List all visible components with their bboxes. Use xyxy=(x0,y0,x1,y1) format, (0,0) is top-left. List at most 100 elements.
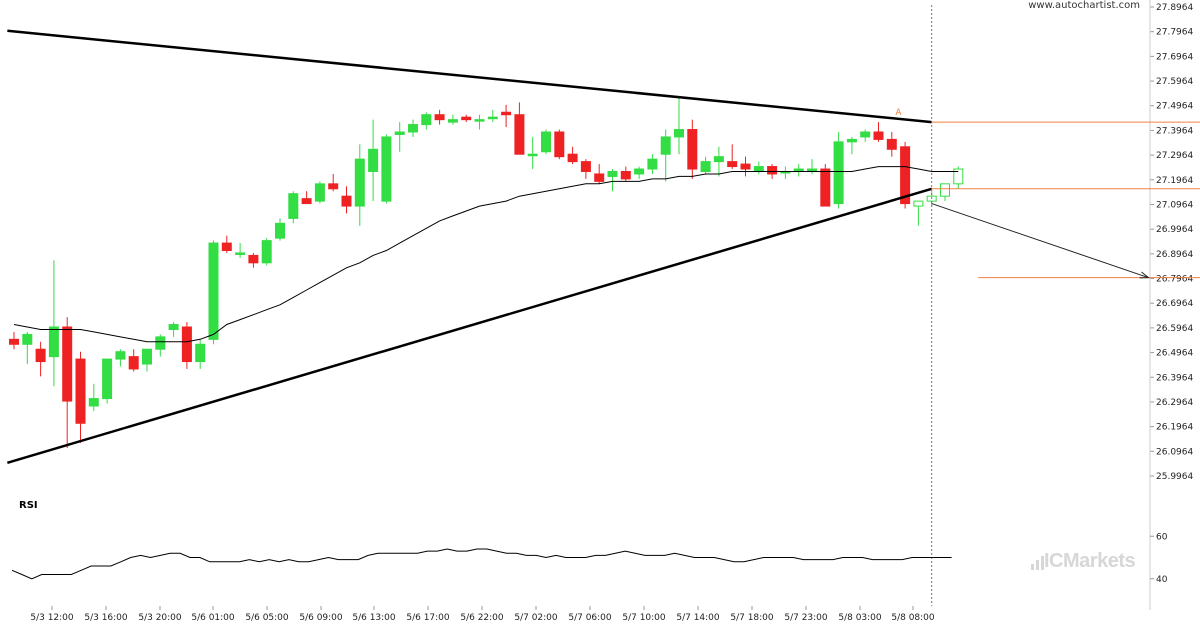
y-tick-label: 26.1964 xyxy=(1156,423,1193,433)
y-tick-label: 26.6964 xyxy=(1156,299,1193,309)
candle-body xyxy=(461,116,472,121)
pattern-marker-label: A xyxy=(895,108,902,118)
candle-body xyxy=(567,153,578,163)
x-tick-label: 5/6 05:00 xyxy=(245,613,289,623)
candle-body xyxy=(62,326,73,402)
y-tick-label: 25.9964 xyxy=(1156,472,1193,482)
rsi-label: RSI xyxy=(19,500,38,511)
x-tick-label: 5/6 01:00 xyxy=(191,613,235,623)
candle-body xyxy=(674,129,684,138)
candle-body xyxy=(660,136,671,155)
y-tick-label: 27.4964 xyxy=(1156,102,1193,112)
candle-body xyxy=(620,170,631,180)
x-tick-label: 5/7 06:00 xyxy=(568,613,612,623)
candle-body xyxy=(820,168,831,207)
pattern-overlay: A xyxy=(6,5,1200,606)
candle-body xyxy=(434,114,445,121)
candle-body xyxy=(381,136,392,202)
candle-body xyxy=(128,356,139,370)
candle-body xyxy=(221,242,232,251)
candle-body xyxy=(487,116,498,120)
y-tick-label: 27.0964 xyxy=(1156,200,1193,210)
rsi-panel: 60 40 xyxy=(11,532,1168,585)
y-axis-tick-labels: 27.8964 27.7964 27.6964 27.5964 27.4964 27.39… xyxy=(1156,3,1193,482)
candlestick-series xyxy=(9,97,964,448)
x-axis-tick-labels: 5/3 12:00 5/3 16:00 5/3 20:00 5/6 01:00 5/6 … xyxy=(30,613,935,623)
candle-body xyxy=(594,173,605,182)
x-tick-label: 5/6 13:00 xyxy=(352,613,396,623)
candle-body xyxy=(501,111,512,116)
candle-body xyxy=(447,119,458,123)
candle-body xyxy=(580,161,591,172)
x-tick-label: 5/3 20:00 xyxy=(138,613,182,623)
y-tick-label: 27.6964 xyxy=(1156,52,1193,62)
candle-body xyxy=(833,141,844,205)
candle-body xyxy=(22,333,33,345)
y-tick-label: 26.2964 xyxy=(1156,398,1193,408)
x-tick-label: 5/7 02:00 xyxy=(514,613,558,623)
candle-body xyxy=(700,161,711,172)
candle-body xyxy=(48,326,59,358)
candle-body xyxy=(634,168,645,175)
chart-axes xyxy=(51,0,1154,610)
x-tick-label: 5/3 16:00 xyxy=(84,613,128,623)
y-tick-label: 27.1964 xyxy=(1156,176,1193,186)
candle-body xyxy=(527,153,538,157)
brand-logo-icon xyxy=(1031,556,1044,570)
candle-body xyxy=(607,170,618,177)
candle-body xyxy=(408,124,418,133)
candle-body xyxy=(687,129,698,170)
candle-body xyxy=(155,336,166,350)
candle-body xyxy=(421,114,432,126)
brand-logo-text: ICMarkets xyxy=(1044,550,1136,572)
y-tick-label: 26.4964 xyxy=(1156,349,1193,359)
candle-body xyxy=(474,119,485,122)
y-tick-label: 27.3964 xyxy=(1156,126,1193,136)
candle-body xyxy=(514,114,525,155)
rsi-line xyxy=(11,548,952,580)
candle-body xyxy=(9,338,19,345)
candle-body xyxy=(541,131,551,153)
y-tick-label: 26.5964 xyxy=(1156,324,1193,334)
y-tick-label: 26.9964 xyxy=(1156,225,1193,235)
candle-body xyxy=(35,348,46,363)
candle-body xyxy=(846,138,857,143)
candle-body xyxy=(115,351,126,360)
y-tick-label: 27.8964 xyxy=(1156,3,1193,13)
rsi-tick-label: 60 xyxy=(1156,532,1168,542)
x-tick-label: 5/3 12:00 xyxy=(30,613,74,623)
forecast-arrow-head xyxy=(1139,271,1150,279)
candle-body xyxy=(767,166,778,175)
candle-body xyxy=(248,254,259,264)
candle-body xyxy=(727,161,738,168)
candle-body xyxy=(328,183,339,190)
candle-body xyxy=(886,138,897,150)
y-tick-label: 26.0964 xyxy=(1156,447,1193,457)
candle-body xyxy=(102,358,113,400)
candle-body xyxy=(368,148,379,172)
moving-average-line xyxy=(13,166,959,343)
rsi-tick-label: 40 xyxy=(1156,575,1168,585)
candle-body xyxy=(807,168,817,172)
candle-body xyxy=(195,343,206,363)
candle-body xyxy=(873,131,884,140)
candle-body xyxy=(753,166,764,172)
y-tick-label: 27.5964 xyxy=(1156,77,1193,87)
x-tick-label: 5/7 23:00 xyxy=(784,613,828,623)
candle-body xyxy=(261,240,272,264)
y-tick-label: 26.3964 xyxy=(1156,373,1193,383)
candle-body xyxy=(647,158,658,170)
x-tick-label: 5/6 22:00 xyxy=(460,613,504,623)
x-tick-label: 5/7 18:00 xyxy=(730,613,774,623)
triangle-trendline xyxy=(6,187,933,464)
forecast-arrow-line xyxy=(931,203,1149,279)
candle-body xyxy=(181,326,192,363)
x-tick-label: 5/6 09:00 xyxy=(299,613,343,623)
candle-body xyxy=(740,163,751,170)
candle-body xyxy=(394,131,405,135)
candle-body xyxy=(953,168,964,185)
candle-body xyxy=(860,131,871,138)
candle-body xyxy=(900,146,911,205)
candle-body xyxy=(275,222,285,239)
